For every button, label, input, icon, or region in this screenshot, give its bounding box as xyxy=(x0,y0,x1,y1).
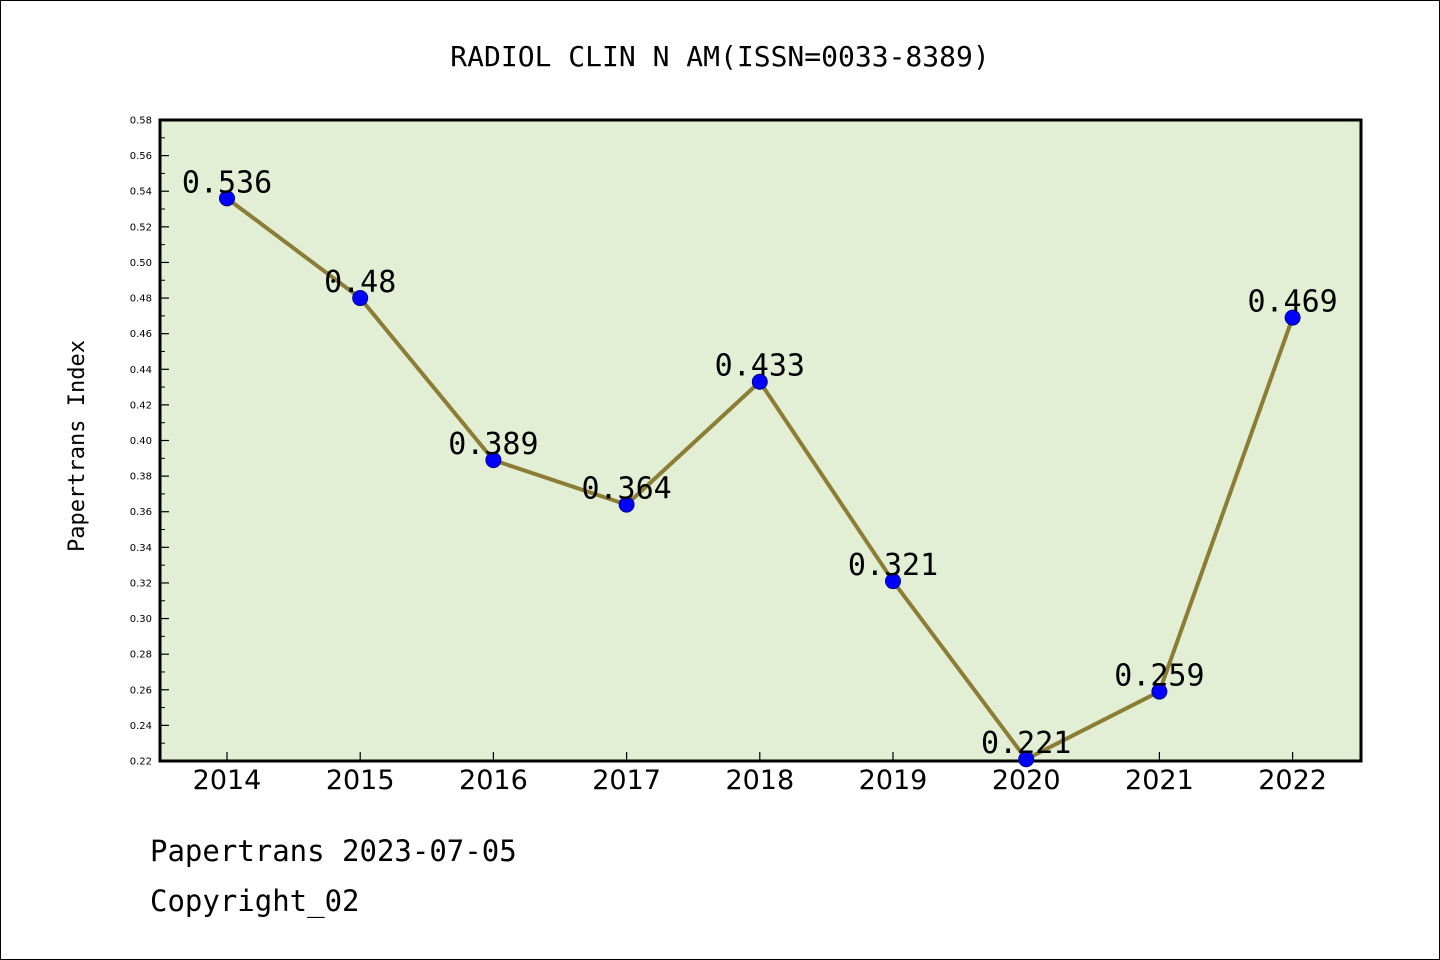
x-axis-ticks: 2014 2015 2016 2017 2018 2019 2020 2021 2022 xyxy=(193,752,1327,796)
data-point-2021 xyxy=(1151,683,1168,700)
y-tick-label: 0.40 xyxy=(130,436,152,447)
y-tick-label: 0.36 xyxy=(130,507,152,518)
y-tick-label: 0.58 xyxy=(130,116,152,127)
data-label-2021: 0.259 xyxy=(1114,659,1204,694)
y-tick-label: 0.54 xyxy=(130,187,152,198)
data-label-2015: 0.48 xyxy=(324,265,396,300)
data-point-2017 xyxy=(618,496,635,513)
data-point-2015 xyxy=(352,290,369,307)
data-labels: 0.536 0.48 0.389 0.364 0.433 0.321 0.221 0.259 0… xyxy=(182,165,1338,761)
x-tick-label-2017: 2017 xyxy=(592,765,661,796)
y-tick-label: 0.56 xyxy=(130,151,152,162)
y-tick-label: 0.46 xyxy=(130,329,152,340)
data-point-2018 xyxy=(751,373,768,390)
x-tick-label-2018: 2018 xyxy=(725,765,794,796)
data-markers xyxy=(219,190,1301,768)
data-point-2022 xyxy=(1284,309,1301,326)
y-tick-label: 0.44 xyxy=(130,365,152,376)
y-tick-label: 0.42 xyxy=(130,400,152,411)
x-tick-label-2022: 2022 xyxy=(1258,765,1327,796)
y-tick-label: 0.30 xyxy=(130,614,152,625)
y-tick-label: 0.26 xyxy=(130,685,152,696)
x-tick-label-2021: 2021 xyxy=(1125,765,1194,796)
y-tick-label: 0.28 xyxy=(130,650,152,661)
data-label-2014: 0.536 xyxy=(182,165,272,200)
footer-date-text: Papertrans 2023-07-05 xyxy=(150,834,517,868)
y-tick-label: 0.52 xyxy=(130,222,152,233)
x-tick-label-2020: 2020 xyxy=(992,765,1061,796)
data-label-2017: 0.364 xyxy=(581,472,671,507)
chart-title: RADIOL CLIN N AM(ISSN=0033-8389) xyxy=(450,40,989,73)
y-tick-label: 0.48 xyxy=(130,294,152,305)
y-tick-label: 0.22 xyxy=(130,757,152,768)
y-tick-label: 0.32 xyxy=(130,578,152,589)
x-tick-label-2015: 2015 xyxy=(326,765,395,796)
data-point-2016 xyxy=(485,452,502,469)
data-point-2019 xyxy=(885,573,901,590)
x-tick-label-2019: 2019 xyxy=(859,765,928,796)
y-axis-label: Papertrans Index xyxy=(65,340,90,552)
x-tick-label-2014: 2014 xyxy=(193,765,262,796)
data-label-2016: 0.389 xyxy=(448,427,538,462)
footer-copyright-text: Copyright_02 xyxy=(150,884,360,918)
y-tick-label: 0.38 xyxy=(130,472,152,483)
y-tick-label: 0.34 xyxy=(130,543,152,554)
data-label-2018: 0.433 xyxy=(715,349,805,384)
data-label-2020: 0.221 xyxy=(981,726,1071,761)
data-point-2020 xyxy=(1018,751,1035,768)
y-tick-label: 0.50 xyxy=(130,258,152,269)
data-label-2019: 0.321 xyxy=(848,548,938,583)
x-tick-label-2016: 2016 xyxy=(459,765,528,796)
plot-area xyxy=(158,118,1363,763)
data-label-2022: 0.469 xyxy=(1247,285,1337,320)
y-axis-ticks: 0.22 0.24 0.26 0.28 0.30 0.32 0.34 0.36 0.38 0.40… xyxy=(130,116,169,768)
y-tick-label: 0.24 xyxy=(130,721,152,732)
data-point-2014 xyxy=(219,190,235,207)
